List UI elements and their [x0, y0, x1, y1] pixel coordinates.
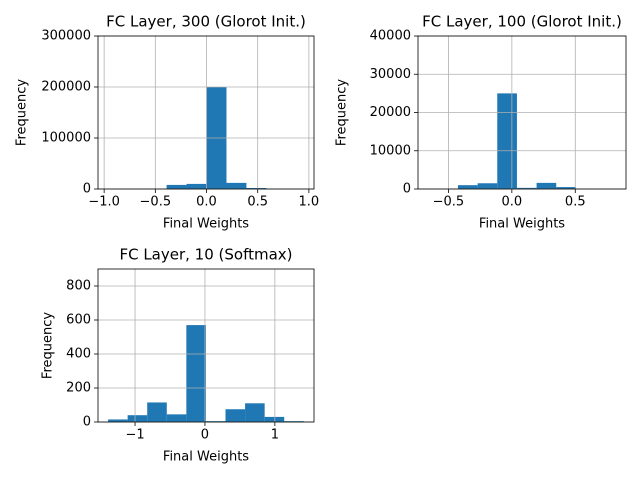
y-axis-label: Frequency: [15, 79, 30, 146]
x-tick-label: 0: [201, 428, 209, 443]
x-tick-label: 0.0: [502, 195, 523, 210]
bar: [477, 183, 498, 189]
x-tick-label: −0.5: [140, 195, 172, 210]
y-tick-label: 0: [83, 415, 91, 430]
bar: [225, 409, 246, 422]
x-axis-label: Final Weights: [163, 217, 249, 232]
x-tick-label: 0.5: [247, 195, 268, 210]
chart-title: FC Layer, 300 (Glorot Init.): [106, 13, 306, 31]
x-axis-label: Final Weights: [163, 450, 249, 465]
y-axis-label: Frequency: [335, 79, 350, 146]
bar: [556, 187, 576, 189]
plot-frame: [417, 35, 627, 190]
bar: [226, 182, 247, 189]
y-tick-label: 600: [66, 313, 91, 328]
y-tick-label: 30000: [370, 67, 411, 82]
bar: [166, 184, 187, 189]
bar: [127, 415, 148, 422]
bar: [457, 185, 478, 189]
bar: [264, 416, 285, 422]
plot-frame: [97, 35, 315, 190]
bar: [205, 421, 226, 422]
bar: [245, 403, 265, 422]
y-tick-label: 40000: [370, 29, 411, 44]
y-tick-label: 20000: [370, 105, 411, 120]
chart-title: FC Layer, 100 (Glorot Init.): [422, 13, 622, 31]
bar: [497, 93, 517, 189]
y-tick-label: 800: [66, 279, 91, 294]
bar: [108, 419, 128, 422]
y-tick-label: 300000: [41, 29, 91, 44]
bar: [166, 414, 187, 422]
x-tick-label: 1.0: [299, 195, 320, 210]
bar: [186, 183, 207, 189]
bar: [516, 187, 537, 189]
x-tick-label: −1.0: [88, 195, 120, 210]
y-tick-label: 400: [66, 347, 91, 362]
bar: [536, 182, 557, 189]
bar: [246, 187, 267, 189]
bar: [147, 402, 167, 422]
y-tick-label: 10000: [370, 143, 411, 158]
bar: [284, 421, 304, 422]
x-tick-label: 1: [271, 428, 279, 443]
x-tick-label: −0.5: [433, 195, 465, 210]
y-tick-label: 200: [66, 381, 91, 396]
y-tick-label: 0: [403, 182, 411, 197]
y-tick-label: 200000: [41, 80, 91, 95]
y-tick-label: 0: [83, 182, 91, 197]
x-tick-label: −1: [125, 428, 144, 443]
x-tick-label: 0.0: [196, 195, 217, 210]
bar: [186, 325, 206, 422]
chart-title: FC Layer, 10 (Softmax): [119, 246, 292, 264]
plot-frame: [97, 268, 315, 423]
y-tick-label: 100000: [41, 131, 91, 146]
x-axis-label: Final Weights: [479, 217, 565, 232]
x-tick-label: 0.5: [565, 195, 586, 210]
y-axis-label: Frequency: [41, 312, 56, 379]
